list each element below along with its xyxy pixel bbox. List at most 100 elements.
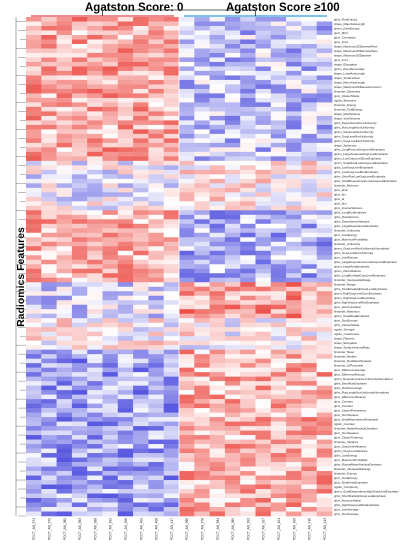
heatmap-cell (224, 394, 241, 400)
heatmap-cell (41, 124, 57, 130)
heatmap-cell (56, 331, 73, 337)
heatmap-cell (133, 466, 149, 472)
heatmap-cell (255, 309, 272, 315)
heatmap-cell (148, 304, 164, 310)
heatmap-cell (255, 498, 272, 503)
heatmap-cell (255, 111, 272, 117)
heatmap-cell (209, 57, 226, 63)
heatmap-cell (270, 156, 287, 162)
heatmap-cell (148, 61, 164, 67)
heatmap-cell (117, 349, 134, 355)
heatmap-cell (117, 264, 134, 270)
heatmap-cell (56, 507, 73, 512)
heatmap-cell (148, 403, 164, 409)
heatmap-cell (240, 259, 256, 265)
heatmap-cell (56, 61, 73, 67)
heatmap-cell (163, 282, 180, 288)
heatmap-cell (163, 75, 180, 81)
heatmap-cell (179, 129, 195, 135)
heatmap-cell (26, 39, 42, 45)
heatmap-cell (133, 394, 149, 400)
row-label: glcm_SumSquares (334, 413, 359, 417)
heatmap-cell (56, 408, 73, 413)
heatmap-cell (286, 412, 302, 418)
row-label: glrlm_RunEntropy (334, 17, 358, 21)
heatmap-cell (316, 160, 333, 166)
heatmap-cell (179, 192, 195, 198)
heatmap-cell (56, 394, 73, 400)
heatmap-cell (270, 255, 287, 261)
heatmap-cell (87, 304, 103, 310)
heatmap-cell (71, 115, 88, 121)
heatmap-cell (71, 340, 88, 346)
heatmap-cell (102, 273, 119, 279)
heatmap-cell (56, 322, 73, 328)
heatmap-cell (301, 124, 317, 130)
heatmap-cell (102, 52, 119, 58)
heatmap-cell (286, 142, 302, 148)
heatmap-cell (148, 250, 164, 256)
heatmap-cell (286, 471, 302, 476)
heatmap-cell (194, 187, 210, 193)
heatmap-cell (41, 300, 57, 306)
heatmap-cell (270, 367, 287, 373)
heatmap-cell (87, 507, 103, 512)
heatmap-cell (316, 250, 333, 256)
heatmap-cell (255, 138, 272, 144)
heatmap-cell (270, 205, 287, 211)
heatmap-cell (41, 385, 57, 391)
heatmap-cell (71, 444, 88, 449)
heatmap-cell (133, 295, 149, 301)
heatmap-cell (224, 475, 241, 481)
heatmap-cell (148, 79, 164, 85)
row-label: glszm_SmallAreaLowGrayLevelEmphasis (334, 161, 388, 165)
heatmap-cell (56, 439, 73, 445)
heatmap-cell (301, 457, 317, 463)
heatmap-cell (117, 97, 134, 103)
heatmap-cell (163, 340, 180, 346)
heatmap-cell (209, 435, 226, 440)
heatmap-cell (286, 376, 302, 382)
heatmap-cell (56, 417, 73, 422)
row-labels: glrlm_RunEntropyshape_MajorAxisLengthgls… (334, 17, 399, 516)
heatmap-cell (270, 79, 287, 85)
heatmap-cell (286, 228, 302, 234)
heatmap-cell (270, 462, 287, 467)
heatmap-cell (301, 102, 317, 108)
heatmap-cell (316, 106, 333, 112)
heatmap-cell (71, 300, 88, 306)
heatmap-cell (117, 408, 134, 413)
heatmap-cell (194, 331, 210, 337)
heatmap-cell (270, 124, 287, 130)
heatmap-cell (270, 39, 287, 45)
heatmap-cell (117, 498, 134, 503)
heatmap-cell (301, 295, 317, 301)
row-label: glcm_SmallDependenceEmphasis (334, 417, 379, 421)
heatmap-cell (148, 223, 164, 229)
heatmap-cell (316, 259, 333, 265)
heatmap-cell (26, 336, 42, 341)
heatmap-cell (71, 367, 88, 373)
heatmap-cell (87, 129, 103, 135)
heatmap-cell (117, 124, 134, 130)
heatmap-cell (194, 408, 210, 413)
heatmap-cell (255, 43, 272, 49)
heatmap-cell (301, 70, 317, 76)
heatmap-cell (133, 169, 149, 175)
heatmap-cell (179, 48, 195, 54)
heatmap-cell (133, 282, 149, 288)
heatmap-cell (148, 277, 164, 283)
heatmap-cell (194, 147, 210, 153)
heatmap-cell (87, 358, 103, 364)
heatmap-cell (102, 66, 119, 72)
heatmap-cell (255, 421, 272, 427)
heatmap-cell (209, 484, 226, 490)
heatmap-cell (71, 493, 88, 499)
heatmap-cell (224, 466, 241, 472)
heatmap-cell (194, 21, 210, 27)
heatmap-cell (87, 66, 103, 72)
heatmap-cell (194, 214, 210, 220)
heatmap-cell (286, 286, 302, 292)
heatmap-cell (224, 237, 241, 243)
heatmap-cell (102, 399, 119, 404)
